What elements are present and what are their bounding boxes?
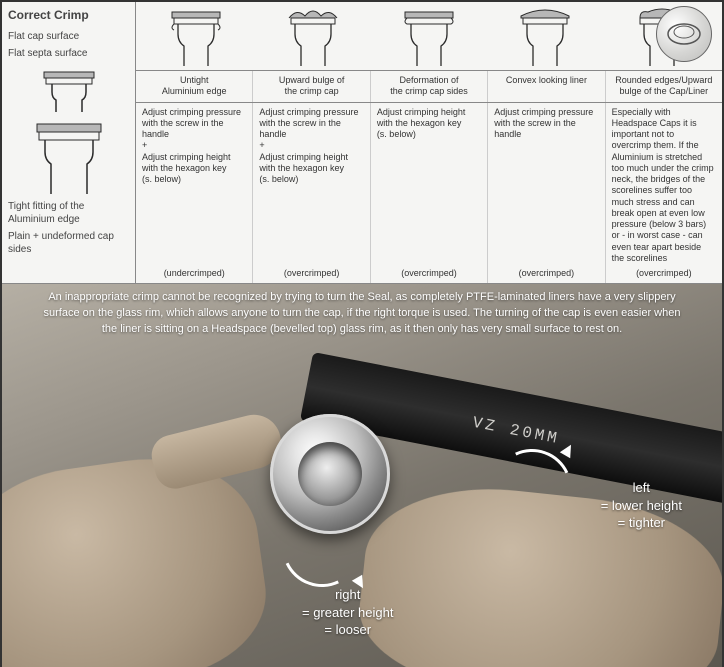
- defect-status: (overcrimped): [494, 268, 598, 279]
- label-plain-sides: Plain + undeformed cap sides: [8, 230, 129, 256]
- defect-body-cell: Adjust crimping pressure with the screw …: [488, 103, 605, 284]
- defect-body-cell: Adjust crimping height with the hexagon …: [371, 103, 488, 284]
- correct-vial-bottom-icon: [23, 120, 115, 194]
- annotation-left: left= lower height= tighter: [601, 479, 682, 532]
- annotation-right: right= greater height= looser: [302, 586, 393, 639]
- defect-table: UntightAluminium edge Upward bulge ofthe…: [136, 2, 722, 283]
- correct-vial-top-icon: [34, 68, 104, 112]
- defect-body: Adjust crimping pressure with the screw …: [142, 107, 246, 186]
- defect-status: (overcrimped): [612, 268, 716, 279]
- defect-header-row: UntightAluminium edge Upward bulge ofthe…: [136, 71, 722, 103]
- defect-status: (undercrimped): [142, 268, 246, 279]
- defect-header: UntightAluminium edge: [136, 71, 253, 102]
- defect-body: Adjust crimping pressure with the screw …: [259, 107, 363, 186]
- photo-main-text: An inappropriate crimp cannot be recogni…: [2, 290, 722, 338]
- cap-inset-icon: [656, 6, 712, 62]
- diagram-convex: [487, 6, 603, 66]
- correct-crimp-title: Correct Crimp: [8, 8, 129, 22]
- diagram-deform: [371, 6, 487, 66]
- defect-body-cell: Especially with Headspace Caps it is imp…: [606, 103, 722, 284]
- defect-diagram-row: [136, 2, 722, 71]
- defect-header: Deformation ofthe crimp cap sides: [371, 71, 488, 102]
- defect-status: (overcrimped): [377, 268, 481, 279]
- defect-body-cell: Adjust crimping pressure with the screw …: [136, 103, 253, 284]
- defect-header: Upward bulge ofthe crimp cap: [253, 71, 370, 102]
- top-section: Correct Crimp Flat cap surface Flat sept…: [2, 2, 722, 284]
- label-tight-fit: Tight fitting of the Aluminium edge: [8, 200, 129, 226]
- defect-body-row: Adjust crimping pressure with the screw …: [136, 103, 722, 284]
- defect-body-cell: Adjust crimping pressure with the screw …: [253, 103, 370, 284]
- defect-body: Adjust crimping height with the hexagon …: [377, 107, 481, 141]
- defect-header: Rounded edges/Upwardbulge of the Cap/Lin…: [606, 71, 722, 102]
- defect-status: (overcrimped): [259, 268, 363, 279]
- label-flat-cap: Flat cap surface: [8, 30, 129, 43]
- diagram-bulge: [254, 6, 370, 66]
- defect-header: Convex looking liner: [488, 71, 605, 102]
- photo-section: VZ 20MM An inappropriate crimp cannot be…: [2, 284, 722, 667]
- hand-left: [2, 444, 276, 667]
- label-flat-septa: Flat septa surface: [8, 47, 129, 60]
- correct-crimp-panel: Correct Crimp Flat cap surface Flat sept…: [2, 2, 136, 283]
- defect-body: Especially with Headspace Caps it is imp…: [612, 107, 716, 265]
- diagram-untight: [138, 6, 254, 66]
- defect-body: Adjust crimping pressure with the screw …: [494, 107, 598, 141]
